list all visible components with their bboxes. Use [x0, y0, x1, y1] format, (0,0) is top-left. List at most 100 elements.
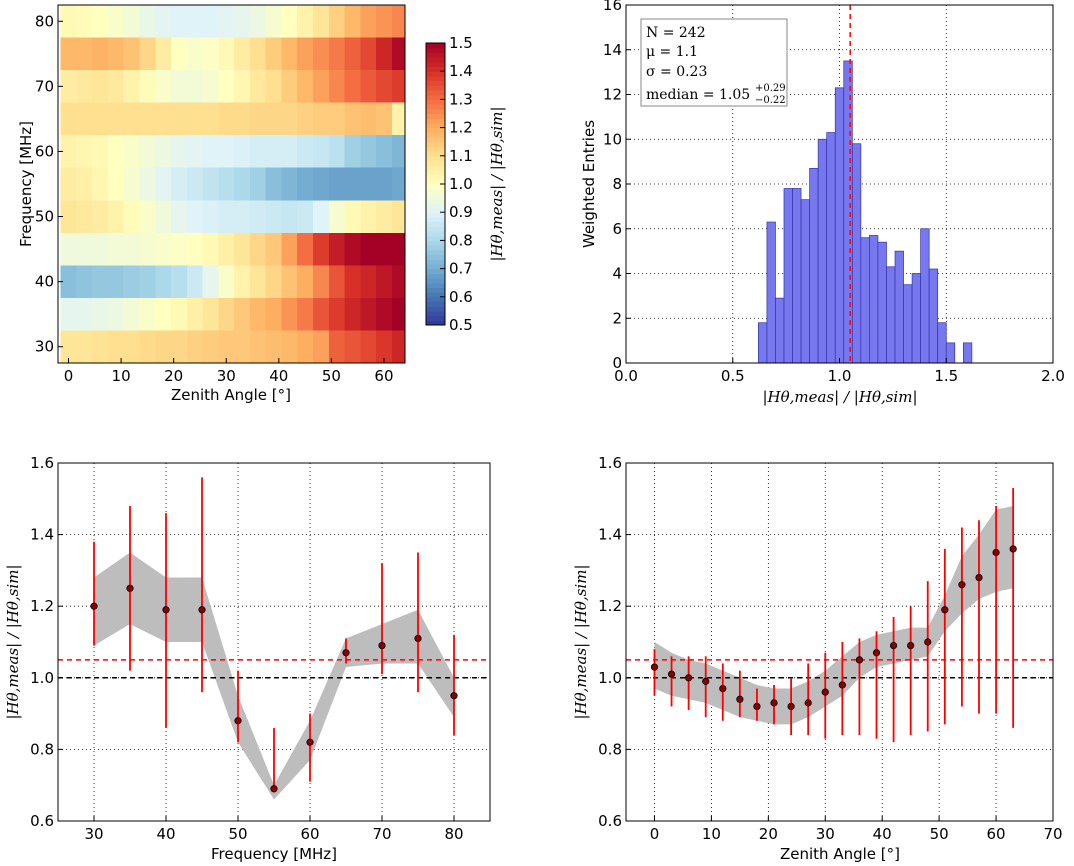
- colorbar-segment: [426, 287, 445, 293]
- colorbar-segment: [426, 249, 445, 256]
- colorbar-segment: [426, 160, 445, 166]
- heatmap-cell: [155, 135, 172, 168]
- heatmap-cell: [107, 70, 124, 103]
- heatmap-cell: [376, 135, 392, 168]
- heatmap-cell: [123, 5, 140, 38]
- heatmap-cell: [328, 265, 345, 298]
- heatmap-x-tick-label: 40: [269, 367, 288, 385]
- zenith-data-point: [650, 663, 659, 671]
- heatmap-cell: [265, 297, 282, 331]
- histogram-y-tick-label: 2: [612, 309, 622, 327]
- heatmap-cell: [376, 5, 392, 38]
- heatmap-cell: [234, 232, 250, 266]
- heatmap-cell: [76, 265, 93, 298]
- zenith-data-point: [907, 641, 915, 650]
- colorbar-segment: [426, 141, 445, 147]
- heatmap-x-tick-label: 60: [374, 367, 393, 385]
- heatmap-cell: [218, 135, 235, 168]
- histogram-bar: [834, 87, 845, 364]
- heatmap-cell: [328, 200, 345, 233]
- heatmap-cell: [265, 37, 282, 71]
- zenith-data-point: [667, 670, 676, 678]
- histogram-y-tick-label: 12: [603, 86, 622, 104]
- histogram-bar: [783, 188, 793, 364]
- colorbar-segment: [426, 108, 445, 115]
- heatmap-cell: [76, 200, 93, 233]
- frequency-y-tick-label: 1.2: [30, 597, 54, 615]
- colorbar-gradient: [426, 43, 445, 326]
- zenith-x-tick-label: 40: [873, 825, 892, 843]
- heatmap-y-axis-label: Frequency [MHz]: [17, 121, 35, 247]
- heatmap-cell: [123, 102, 140, 136]
- colorbar-segment: [426, 212, 445, 218]
- histogram-bar: [911, 273, 921, 364]
- frequency-x-tick-label: 50: [228, 825, 247, 843]
- colorbar-segment: [426, 259, 445, 265]
- heatmap-cell: [234, 102, 250, 136]
- heatmap-cell: [234, 135, 250, 168]
- heatmap-cell: [391, 70, 405, 103]
- heatmap-cell: [391, 297, 405, 331]
- zenith-ticks: 0 10 20 30 40 50 60 70 0.6 0.8 1.0 1.2 1.4 1.6: [598, 454, 1062, 843]
- histogram-bar: [945, 342, 956, 364]
- zenith-data-point: [1009, 545, 1017, 553]
- frequency-x-tick-label: 70: [372, 825, 391, 843]
- colorbar-segment: [426, 278, 445, 284]
- heatmap-cell: [265, 200, 282, 233]
- heatmap-cell: [155, 102, 172, 136]
- heatmap-cell: [249, 330, 266, 363]
- heatmap-cell: [76, 232, 93, 266]
- heatmap-cell: [76, 135, 93, 168]
- frequency-x-tick-label: 40: [156, 825, 175, 843]
- heatmap-cell: [202, 135, 219, 168]
- heatmap-cell: [155, 330, 172, 363]
- frequency-x-tick-label: 80: [444, 825, 463, 843]
- heatmap-cell: [171, 265, 187, 298]
- heatmap-cell: [202, 330, 219, 363]
- colorbar-segment: [426, 165, 445, 171]
- frequency-data-point: [306, 738, 314, 746]
- heatmap-cell: [391, 135, 405, 168]
- heatmap-cell: [297, 102, 313, 136]
- colorbar-segment: [426, 47, 445, 53]
- histogram-bar: [877, 241, 887, 364]
- heatmap-cell: [60, 37, 77, 71]
- histogram-bar: [817, 138, 828, 364]
- heatmap-cell: [297, 37, 313, 71]
- frequency-data-point: [378, 641, 386, 650]
- heatmap-cell: [344, 330, 361, 363]
- heatmap-cell: [249, 135, 266, 168]
- zenith-data-point: [770, 699, 778, 707]
- heatmap-cell: [107, 265, 124, 298]
- colorbar-segment: [426, 90, 445, 96]
- heatmap-cell: [202, 167, 219, 201]
- colorbar-segment: [426, 85, 445, 91]
- heatmap-cell: [391, 232, 405, 266]
- heatmap-cell: [76, 102, 93, 136]
- heatmap-cell: [186, 70, 203, 103]
- heatmap-cell: [391, 102, 405, 136]
- heatmap-cell: [171, 5, 187, 38]
- colorbar-segment: [426, 292, 445, 298]
- frequency-data-point: [450, 692, 458, 700]
- colorbar-segment: [426, 254, 445, 260]
- heatmap-cell: [344, 37, 361, 71]
- heatmap-cell: [234, 70, 250, 103]
- heatmap-cell: [344, 167, 361, 201]
- heatmap-cell: [186, 37, 203, 71]
- zenith-x-tick-label: 30: [816, 825, 835, 843]
- stats-box-frame: [640, 18, 788, 107]
- colorbar-segment: [426, 193, 445, 199]
- heatmap-y-tick-label: 30: [35, 338, 54, 356]
- heatmap-cell: [312, 167, 329, 201]
- histogram-bar: [792, 188, 802, 364]
- histogram-x-tick-label: 1.5: [934, 367, 958, 385]
- heatmap-cell: [218, 167, 235, 201]
- zenith-y-tick-label: 0.8: [598, 740, 622, 758]
- zenith-x-tick-label: 70: [1043, 825, 1062, 843]
- heatmap-cell: [297, 200, 313, 233]
- heatmap-cell: [328, 297, 345, 331]
- heatmap-cell: [107, 5, 124, 38]
- zenith-data-point: [702, 677, 710, 685]
